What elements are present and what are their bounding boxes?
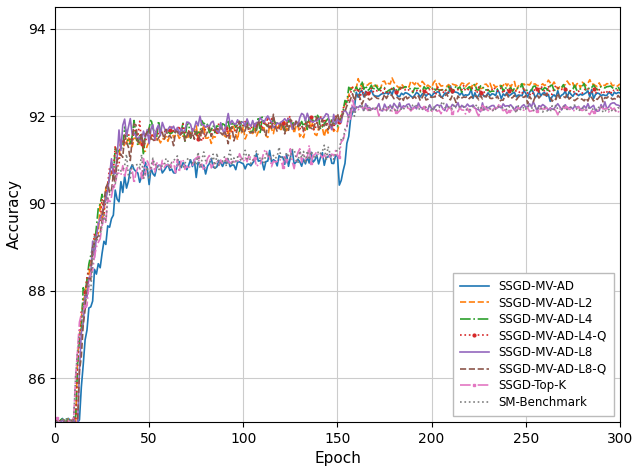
SM-Benchmark (53, 418, 61, 424)
SSGD-MV-AD-L4 (53, 417, 61, 423)
SSGD-MV-AD-L4 (68, 423, 76, 429)
Line: SSGD-MV-AD: SSGD-MV-AD (57, 86, 620, 423)
SSGD-MV-AD-L4-Q (616, 85, 624, 91)
SSGD-MV-AD-L8 (74, 424, 81, 430)
SSGD-MV-AD-L4 (567, 88, 575, 94)
SSGD-MV-AD-L8 (55, 420, 63, 426)
SSGD-MV-AD-L4 (358, 79, 366, 84)
SSGD-MV-AD-L4-Q (399, 87, 407, 93)
SSGD-MV-AD-L2 (55, 420, 63, 426)
SSGD-Top-K (392, 109, 399, 114)
SSGD-Top-K (61, 423, 68, 429)
SSGD-MV-AD-L4 (392, 86, 399, 91)
SSGD-MV-AD-L4-Q (55, 420, 63, 426)
Line: SSGD-MV-AD-L4: SSGD-MV-AD-L4 (57, 81, 620, 426)
SSGD-MV-AD-L4 (616, 88, 624, 94)
SM-Benchmark (55, 421, 63, 427)
SSGD-MV-AD (616, 90, 624, 96)
SSGD-MV-AD-L2 (388, 75, 396, 81)
SSGD-MV-AD-L2 (616, 81, 624, 87)
SSGD-MV-AD-L8-Q (529, 99, 537, 105)
Line: SSGD-MV-AD-L2: SSGD-MV-AD-L2 (57, 78, 620, 424)
SSGD-MV-AD-L8-Q (567, 95, 575, 100)
SSGD-MV-AD (388, 92, 396, 98)
SSGD-MV-AD-L4 (55, 421, 63, 427)
SSGD-MV-AD-L4-Q (390, 86, 398, 92)
SSGD-MV-AD-L8-Q (72, 421, 79, 427)
Line: SM-Benchmark: SM-Benchmark (57, 102, 620, 424)
SSGD-MV-AD-L4 (531, 83, 539, 89)
Legend: SSGD-MV-AD, SSGD-MV-AD-L2, SSGD-MV-AD-L4, SSGD-MV-AD-L4-Q, SSGD-MV-AD-L8, SSGD-M: SSGD-MV-AD, SSGD-MV-AD-L2, SSGD-MV-AD-L4… (452, 273, 614, 416)
SSGD-MV-AD-L8-Q (399, 97, 407, 103)
SSGD-MV-AD-L8-Q (55, 420, 63, 426)
SSGD-MV-AD-L2 (399, 83, 407, 89)
SM-Benchmark (616, 105, 624, 111)
SSGD-MV-AD-L4-Q (529, 91, 537, 96)
SM-Benchmark (390, 105, 398, 110)
SM-Benchmark (61, 421, 68, 427)
SSGD-MV-AD (531, 95, 539, 100)
SSGD-MV-AD-L2 (565, 81, 573, 87)
Line: SSGD-MV-AD-L8: SSGD-MV-AD-L8 (57, 102, 620, 427)
Line: SSGD-Top-K: SSGD-Top-K (56, 98, 621, 427)
SSGD-MV-AD (399, 92, 407, 97)
SSGD-Top-K (531, 110, 539, 115)
Y-axis label: Accuracy: Accuracy (7, 179, 22, 249)
SSGD-MV-AD-L8 (390, 101, 398, 106)
SM-Benchmark (388, 104, 396, 110)
SSGD-MV-AD-L8-Q (390, 96, 398, 102)
Line: SSGD-MV-AD-L4-Q: SSGD-MV-AD-L4-Q (56, 84, 621, 426)
SM-Benchmark (567, 105, 575, 110)
SSGD-MV-AD-L4-Q (388, 85, 396, 90)
SSGD-MV-AD-L8-Q (554, 90, 562, 96)
SSGD-MV-AD-L4-Q (64, 422, 72, 428)
SSGD-MV-AD (447, 83, 454, 89)
SSGD-MV-AD (390, 86, 398, 91)
Line: SSGD-MV-AD-L8-Q: SSGD-MV-AD-L8-Q (57, 93, 620, 424)
SSGD-MV-AD-L8-Q (388, 93, 396, 98)
SM-Benchmark (399, 106, 407, 112)
SSGD-MV-AD-L4-Q (552, 83, 560, 88)
SSGD-Top-K (401, 105, 409, 111)
SSGD-MV-AD-L4 (401, 84, 409, 89)
SM-Benchmark (439, 99, 447, 105)
SSGD-Top-K (567, 106, 575, 112)
SM-Benchmark (531, 103, 539, 108)
SSGD-MV-AD (53, 418, 61, 423)
SSGD-MV-AD (68, 420, 76, 426)
SSGD-MV-AD-L2 (390, 79, 398, 85)
X-axis label: Epoch: Epoch (314, 451, 361, 466)
SSGD-MV-AD-L8 (399, 103, 407, 109)
SSGD-Top-K (349, 97, 356, 103)
SSGD-MV-AD-L8 (529, 99, 537, 105)
SSGD-Top-K (55, 419, 63, 425)
SSGD-MV-AD-L8-Q (616, 95, 624, 101)
SSGD-MV-AD-L4-Q (53, 418, 61, 424)
SSGD-MV-AD (55, 419, 63, 425)
SSGD-MV-AD-L2 (53, 421, 61, 427)
SSGD-MV-AD-L8 (53, 419, 61, 424)
SSGD-MV-AD (567, 91, 575, 97)
SSGD-MV-AD-L4-Q (567, 88, 575, 94)
SSGD-MV-AD-L4 (390, 85, 398, 90)
SSGD-MV-AD-L8-Q (53, 417, 61, 423)
SSGD-MV-AD-L2 (529, 81, 537, 87)
SSGD-Top-K (616, 105, 624, 111)
SSGD-MV-AD-L8 (531, 103, 539, 109)
SSGD-Top-K (53, 415, 61, 420)
SSGD-MV-AD-L8 (388, 106, 396, 112)
SSGD-MV-AD-L8 (567, 105, 575, 110)
SSGD-MV-AD-L8 (616, 103, 624, 109)
SSGD-MV-AD-L2 (387, 81, 394, 87)
SSGD-Top-K (390, 106, 398, 112)
